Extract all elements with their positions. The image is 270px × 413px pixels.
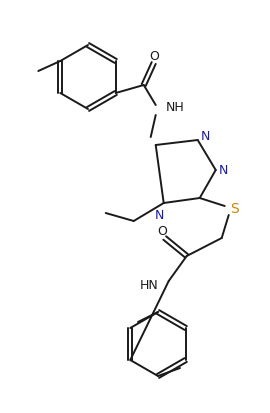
Text: O: O: [149, 50, 159, 63]
Text: N: N: [219, 164, 228, 177]
Text: N: N: [155, 209, 164, 222]
Text: HN: HN: [140, 279, 159, 292]
Text: NH: NH: [166, 101, 184, 114]
Text: N: N: [201, 130, 210, 143]
Text: O: O: [157, 225, 167, 238]
Text: S: S: [230, 202, 239, 216]
